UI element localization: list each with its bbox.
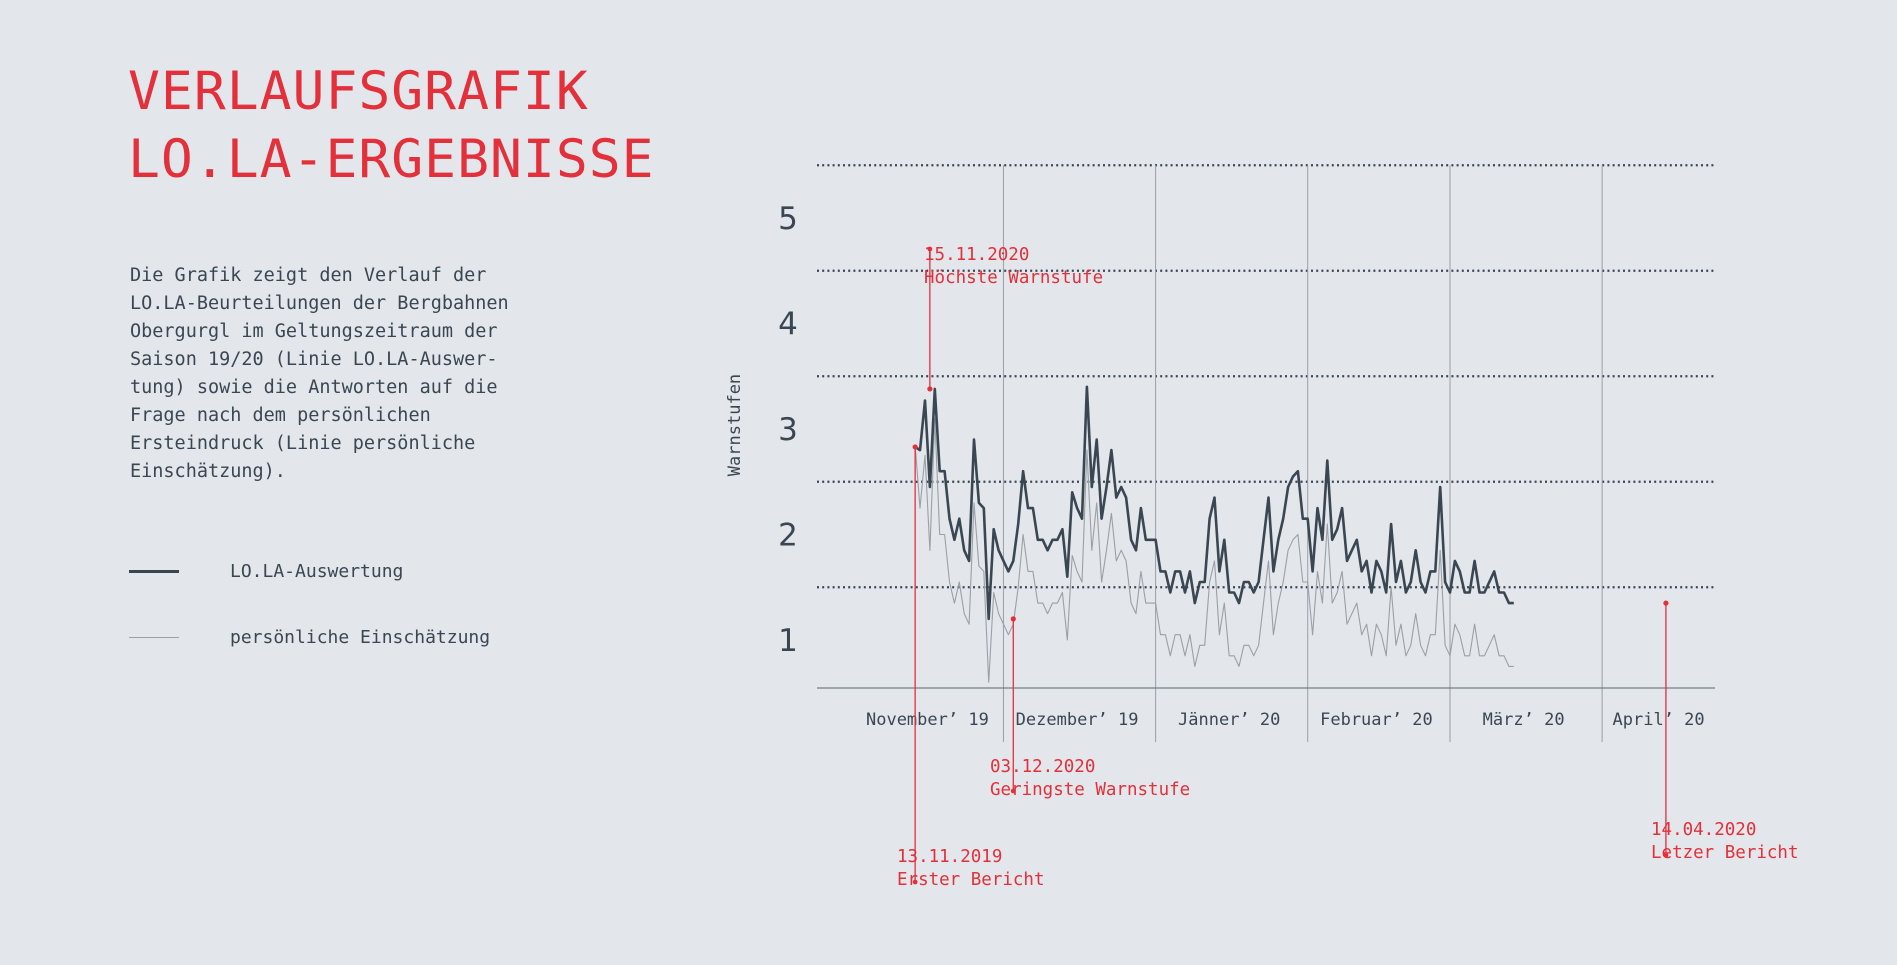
legend-item-personal: persönliche Einschätzung <box>129 627 490 648</box>
month-label: April’ 20 <box>1613 710 1705 730</box>
annotation-text: Höchste Warnstufe <box>924 268 1103 288</box>
y-tick-label: 4 <box>778 307 798 343</box>
annotation-point <box>1663 600 1669 606</box>
annotation-end-dot <box>1663 852 1669 858</box>
annotation-text: Letzer Bericht <box>1651 843 1799 863</box>
month-label: November’ 19 <box>866 710 989 730</box>
legend-swatch-lola <box>129 570 179 573</box>
title-line-2: LO.LA-ERGEBNISSE <box>128 129 655 190</box>
series-line-lola <box>914 385 1514 621</box>
annotation-end-dot <box>927 246 933 252</box>
legend-label-personal: persönliche Einschätzung <box>230 627 491 648</box>
month-label: Dezember’ 19 <box>1016 710 1139 730</box>
y-tick-label: 3 <box>778 412 798 448</box>
annotation-text: Geringste Warnstufe <box>990 780 1190 800</box>
y-tick-label: 2 <box>778 518 798 554</box>
description-text: Die Grafik zeigt den Verlauf der LO.LA-B… <box>130 265 509 482</box>
annotation-text: Erster Bericht <box>897 870 1045 890</box>
annotation-point <box>927 386 933 392</box>
legend-item-lola: LO.LA-Auswertung <box>129 561 403 582</box>
series-line-personal <box>914 417 1514 683</box>
annotation-end-dot <box>912 879 918 885</box>
annotation-date: 03.12.2020 <box>990 757 1095 777</box>
y-axis-title: Warnstufen <box>725 374 745 476</box>
month-label: März’ 20 <box>1483 710 1565 730</box>
annotation-point <box>912 444 918 450</box>
legend-label-lola: LO.LA-Auswertung <box>230 561 404 582</box>
title-line-1: VERLAUFSGRAFIK <box>128 61 589 122</box>
legend-swatch-personal <box>129 637 179 638</box>
annotation-date: 14.04.2020 <box>1651 820 1756 840</box>
month-label: Jänner’ 20 <box>1178 710 1280 730</box>
annotation-date: 13.11.2019 <box>897 847 1002 867</box>
page-title: VERLAUFSGRAFIK LO.LA-ERGEBNISSE <box>128 58 655 194</box>
annotation-point <box>1010 616 1016 622</box>
y-tick-label: 1 <box>778 623 798 659</box>
month-label: Februar’ 20 <box>1320 710 1433 730</box>
annotation-end-dot <box>1010 788 1016 794</box>
y-tick-label: 5 <box>778 201 798 237</box>
annotation-date: 15.11.2020 <box>924 245 1029 265</box>
